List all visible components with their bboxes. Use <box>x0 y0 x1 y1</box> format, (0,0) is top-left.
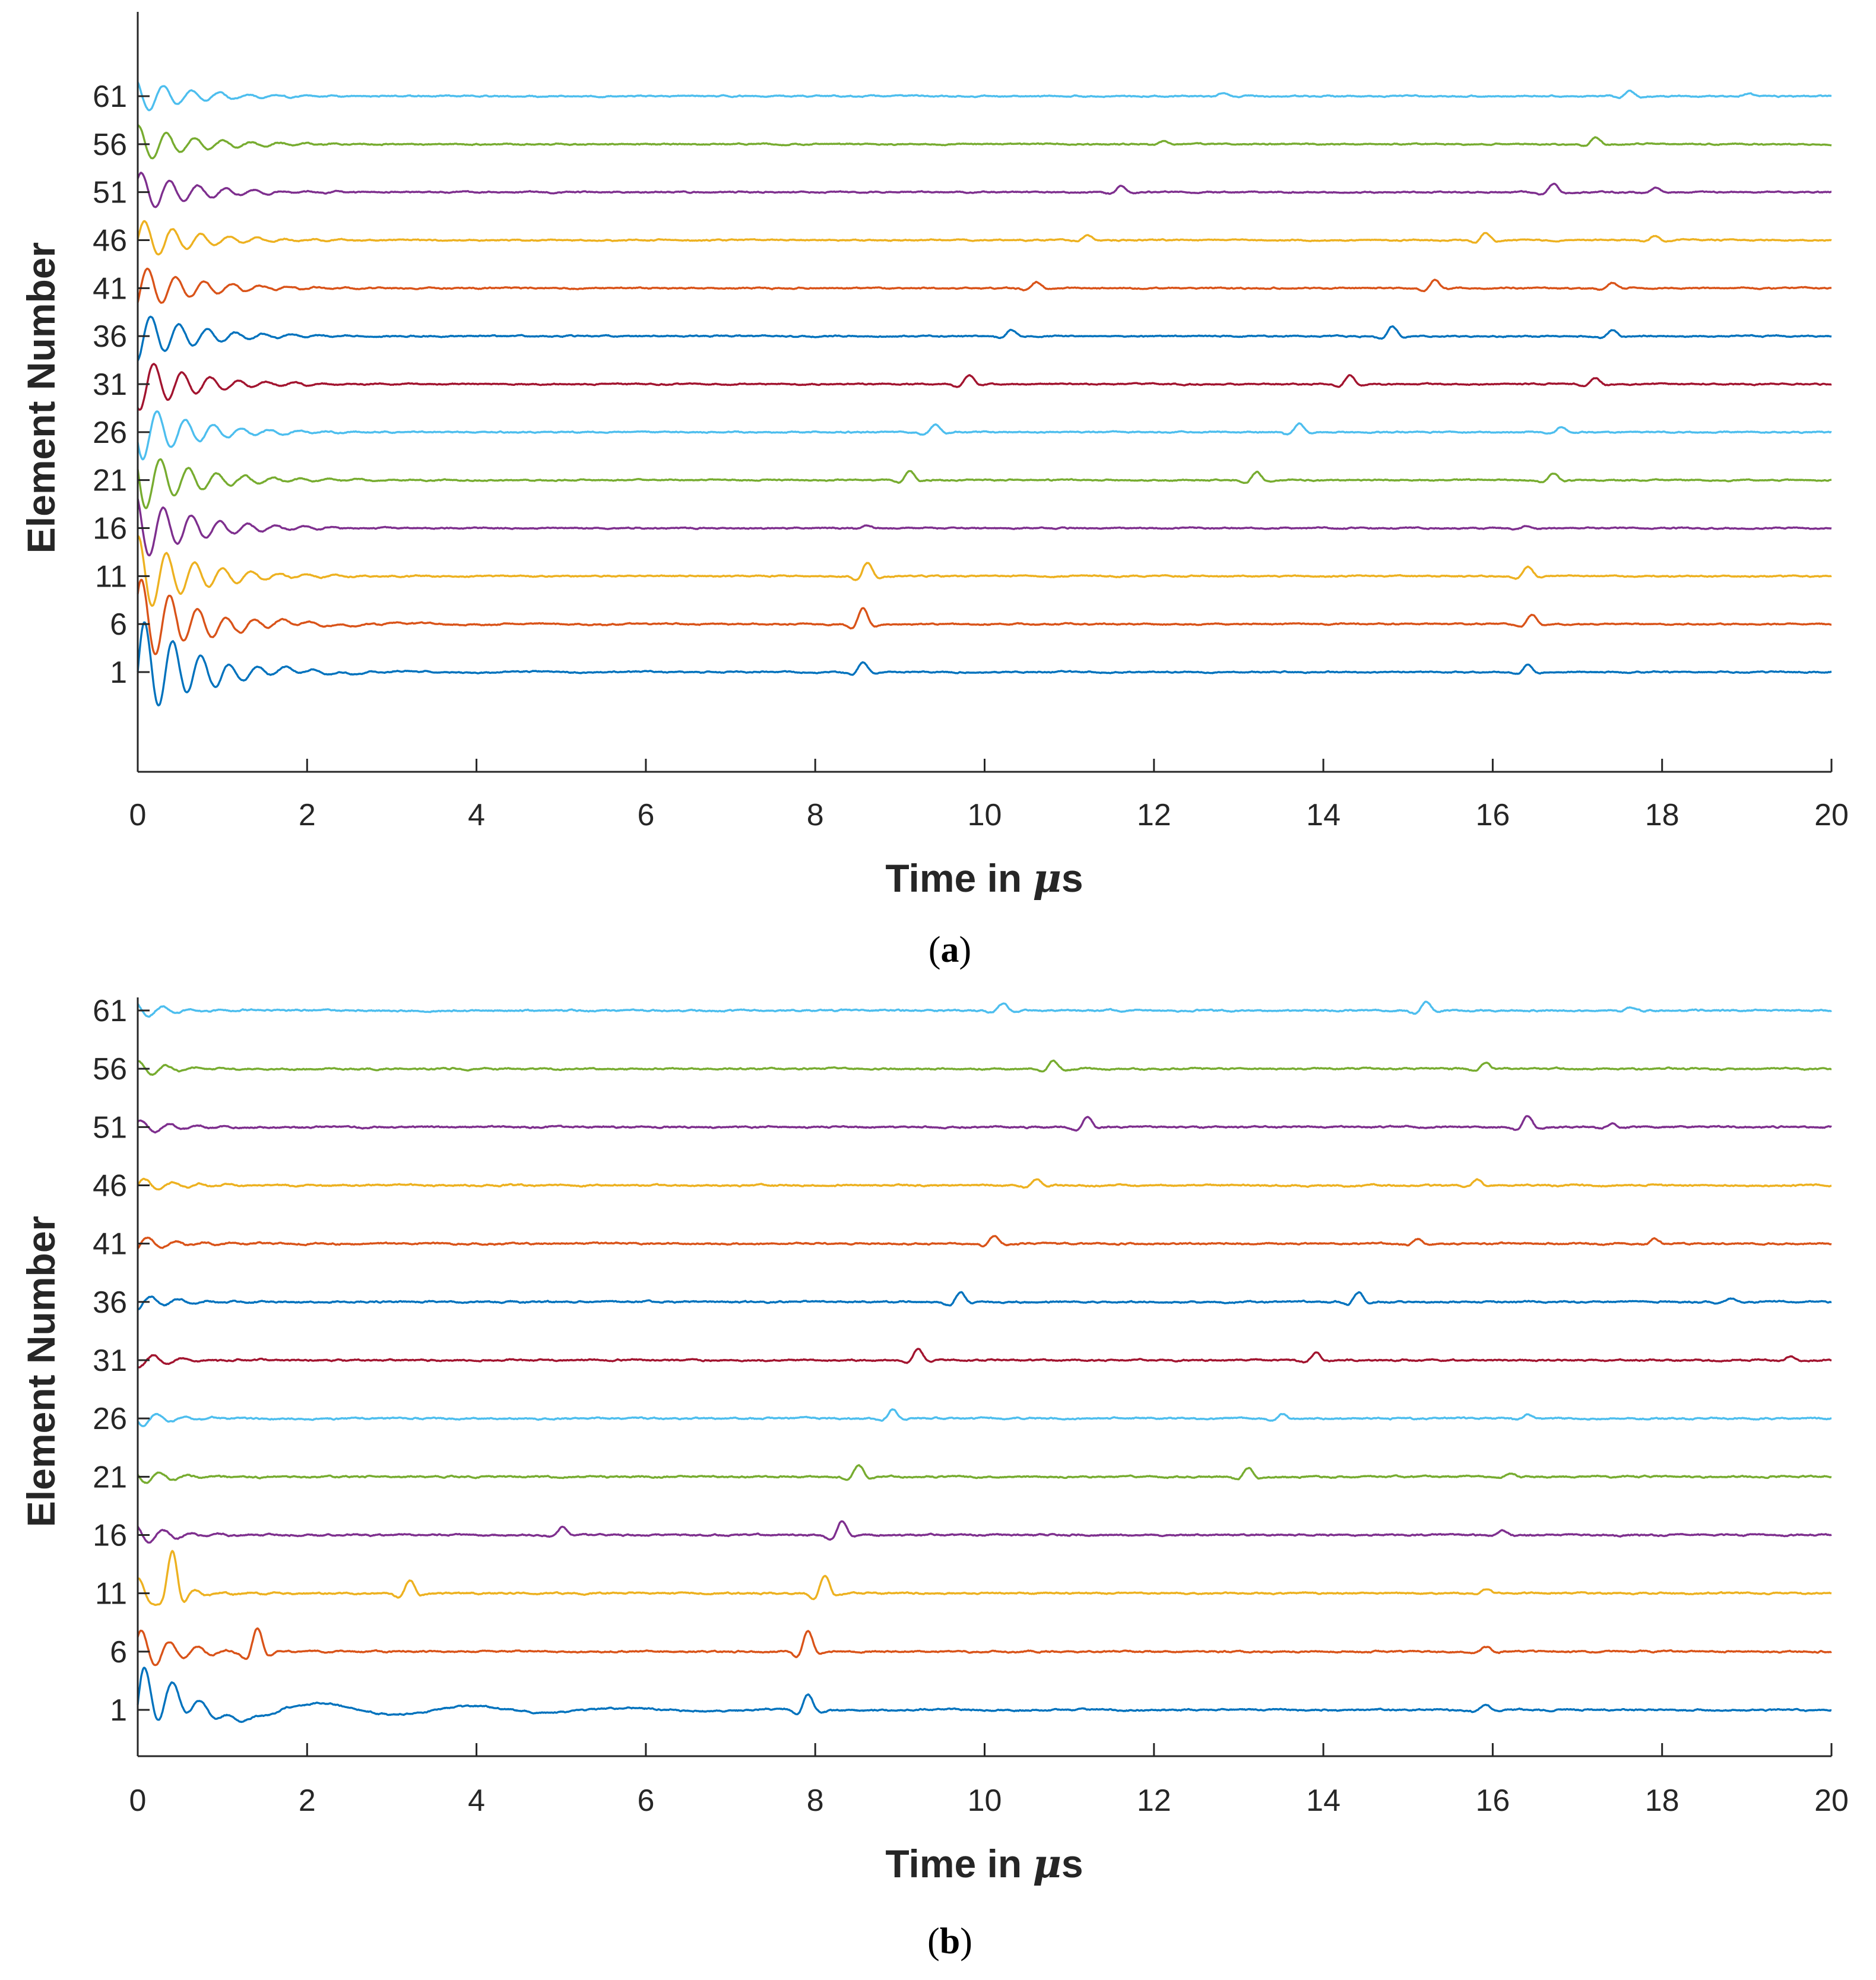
panel-a: 0 2 4 6 8 10 12 14 16 18 20 1611162126313641465156… <box>19 12 1849 970</box>
x-tick-label: 6 <box>637 798 654 832</box>
y-tick-label: 36 <box>93 319 127 354</box>
x-tick-label: 4 <box>468 798 485 832</box>
trace-element-61 <box>137 1000 1832 1018</box>
y-tick-label: 31 <box>93 368 127 402</box>
trace-element-36 <box>137 315 1832 362</box>
y-tick-label: 56 <box>93 1052 127 1086</box>
y-tick-label: 31 <box>93 1344 127 1378</box>
trace-element-31 <box>137 1348 1832 1368</box>
trace-element-61 <box>137 81 1832 112</box>
x-tick-label: 16 <box>1475 798 1510 832</box>
y-tick-label: 46 <box>93 224 127 258</box>
y-tick-label: 61 <box>93 994 127 1028</box>
x-tick-label: 18 <box>1645 798 1679 832</box>
x-tick-label: 8 <box>807 1783 824 1818</box>
panel-a-traces <box>137 81 1832 707</box>
trace-element-6 <box>137 578 1832 655</box>
trace-element-41 <box>137 1235 1832 1250</box>
y-tick-label: 26 <box>93 1402 127 1436</box>
x-tick-label: 20 <box>1814 798 1849 832</box>
y-tick-label: 21 <box>93 464 127 498</box>
trace-element-21 <box>137 1464 1832 1484</box>
y-tick-label: 51 <box>93 176 127 210</box>
x-tick-label: 18 <box>1645 1783 1679 1818</box>
y-tick-label: 1 <box>110 655 127 690</box>
trace-element-11 <box>137 1550 1832 1606</box>
trace-element-1 <box>137 621 1832 707</box>
panel-b-caption: (b) <box>927 1921 972 1962</box>
x-tick-label: 6 <box>637 1783 654 1818</box>
trace-element-16 <box>137 1520 1832 1544</box>
x-tick-label: 10 <box>968 798 1002 832</box>
y-tick-label: 16 <box>93 512 127 546</box>
panel-a-x-ticks: 0 2 4 6 8 10 12 14 16 18 20 <box>129 759 1849 832</box>
panel-a-y-axis-title: Element Number <box>19 242 63 553</box>
y-tick-label: 21 <box>93 1460 127 1494</box>
trace-element-26 <box>137 1408 1832 1427</box>
x-tick-label: 4 <box>468 1783 485 1818</box>
trace-element-26 <box>137 410 1832 461</box>
trace-element-1 <box>137 1667 1832 1724</box>
panel-a-x-axis-title: Time in μs <box>885 855 1083 901</box>
panel-a-caption: (a) <box>929 930 971 970</box>
trace-element-6 <box>137 1627 1832 1667</box>
y-tick-label: 41 <box>93 1227 127 1262</box>
trace-element-31 <box>137 363 1832 411</box>
trace-element-56 <box>137 1059 1832 1076</box>
x-tick-label: 2 <box>299 798 316 832</box>
x-tick-label: 20 <box>1814 1783 1849 1818</box>
panel-b-x-axis-title: Time in μs <box>885 1840 1083 1887</box>
x-tick-label: 14 <box>1306 798 1341 832</box>
x-tick-label: 16 <box>1475 1783 1510 1818</box>
panel-b-y-axis-title: Element Number <box>19 1216 63 1527</box>
y-tick-label: 16 <box>93 1519 127 1553</box>
y-tick-label: 1 <box>110 1693 127 1728</box>
x-tick-label: 12 <box>1137 798 1171 832</box>
trace-element-16 <box>137 498 1832 557</box>
y-tick-label: 6 <box>110 607 127 642</box>
panel-b-traces <box>137 1000 1832 1724</box>
x-tick-label: 2 <box>299 1783 316 1818</box>
y-tick-label: 61 <box>93 80 127 114</box>
x-tick-label: 12 <box>1137 1783 1171 1818</box>
trace-element-36 <box>137 1291 1832 1311</box>
panel-b: 0 2 4 6 8 10 12 14 16 18 20 1611162126313641465156… <box>19 994 1849 1962</box>
x-tick-label: 14 <box>1306 1783 1341 1818</box>
trace-element-51 <box>137 172 1832 208</box>
trace-element-51 <box>137 1115 1832 1134</box>
y-tick-label: 26 <box>93 416 127 450</box>
trace-element-41 <box>137 267 1832 304</box>
x-tick-label: 0 <box>129 1783 147 1818</box>
y-tick-label: 11 <box>95 559 127 594</box>
y-tick-label: 6 <box>110 1635 127 1669</box>
trace-element-11 <box>137 535 1832 607</box>
y-tick-label: 41 <box>93 271 127 306</box>
x-tick-label: 10 <box>968 1783 1002 1818</box>
panel-b-x-ticks: 0 2 4 6 8 10 12 14 16 18 20 <box>129 1743 1849 1818</box>
y-tick-label: 36 <box>93 1285 127 1320</box>
trace-element-46 <box>137 220 1832 256</box>
x-tick-label: 0 <box>129 798 147 832</box>
x-tick-label: 8 <box>807 798 824 832</box>
trace-element-46 <box>137 1177 1832 1191</box>
trace-element-56 <box>137 124 1832 160</box>
y-tick-label: 11 <box>95 1577 127 1611</box>
y-tick-label: 46 <box>93 1169 127 1203</box>
trace-element-21 <box>137 458 1832 509</box>
y-tick-label: 56 <box>93 128 127 162</box>
y-tick-label: 51 <box>93 1110 127 1145</box>
